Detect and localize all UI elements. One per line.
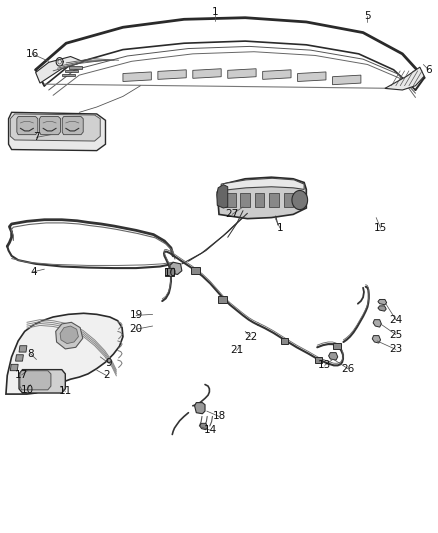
Polygon shape <box>39 117 60 135</box>
Polygon shape <box>11 365 18 370</box>
Polygon shape <box>19 346 27 352</box>
Polygon shape <box>269 193 279 207</box>
Polygon shape <box>11 114 100 141</box>
Polygon shape <box>15 355 23 361</box>
Polygon shape <box>191 266 200 274</box>
Polygon shape <box>378 306 386 311</box>
Polygon shape <box>218 296 227 303</box>
Polygon shape <box>165 268 173 276</box>
Polygon shape <box>169 262 182 274</box>
Polygon shape <box>158 70 186 79</box>
Polygon shape <box>62 74 75 76</box>
Text: 1: 1 <box>277 223 283 233</box>
Text: 7: 7 <box>33 132 40 142</box>
Polygon shape <box>9 112 106 151</box>
Polygon shape <box>17 117 38 135</box>
Text: 17: 17 <box>15 370 28 380</box>
Polygon shape <box>226 193 236 207</box>
Polygon shape <box>378 300 387 305</box>
Polygon shape <box>217 177 306 219</box>
Text: 9: 9 <box>106 358 112 368</box>
Polygon shape <box>332 75 361 85</box>
Polygon shape <box>20 370 51 390</box>
Text: 21: 21 <box>230 345 243 356</box>
Polygon shape <box>60 326 78 344</box>
Polygon shape <box>221 178 304 190</box>
Polygon shape <box>297 72 326 82</box>
Polygon shape <box>281 338 288 344</box>
Text: 15: 15 <box>374 223 387 233</box>
Text: 8: 8 <box>27 349 34 359</box>
Polygon shape <box>69 66 82 69</box>
Polygon shape <box>6 313 123 394</box>
Text: 4: 4 <box>30 267 37 277</box>
Polygon shape <box>35 56 84 83</box>
Polygon shape <box>263 70 291 79</box>
Text: 10: 10 <box>163 268 177 278</box>
Text: 16: 16 <box>25 49 39 59</box>
Polygon shape <box>292 190 307 209</box>
Polygon shape <box>284 193 293 207</box>
Text: 10: 10 <box>20 385 33 395</box>
Polygon shape <box>193 69 221 78</box>
Polygon shape <box>200 423 208 430</box>
Text: 13: 13 <box>318 360 331 370</box>
Text: 25: 25 <box>389 329 403 340</box>
Text: 26: 26 <box>341 364 354 374</box>
Polygon shape <box>65 70 78 72</box>
Polygon shape <box>228 69 256 78</box>
Text: 11: 11 <box>59 386 72 397</box>
Text: 20: 20 <box>130 324 143 334</box>
Polygon shape <box>56 322 83 349</box>
Text: 1: 1 <box>211 7 218 18</box>
Text: 27: 27 <box>226 209 239 220</box>
Polygon shape <box>19 369 65 393</box>
Text: 6: 6 <box>425 65 432 75</box>
Polygon shape <box>333 343 341 350</box>
Text: 5: 5 <box>364 11 371 21</box>
Polygon shape <box>194 402 205 414</box>
Text: 22: 22 <box>244 332 257 342</box>
Text: 19: 19 <box>129 310 143 320</box>
Text: 24: 24 <box>389 314 403 325</box>
Text: 2: 2 <box>103 370 110 381</box>
Polygon shape <box>123 72 151 82</box>
Polygon shape <box>328 353 338 360</box>
Polygon shape <box>62 117 83 135</box>
Polygon shape <box>240 193 250 207</box>
Text: 18: 18 <box>212 411 226 422</box>
Polygon shape <box>314 357 322 364</box>
Polygon shape <box>373 320 381 327</box>
Polygon shape <box>385 67 424 90</box>
Polygon shape <box>217 184 228 208</box>
Text: 14: 14 <box>204 425 217 435</box>
Polygon shape <box>372 336 381 343</box>
Text: 23: 23 <box>389 344 403 354</box>
Polygon shape <box>255 193 265 207</box>
